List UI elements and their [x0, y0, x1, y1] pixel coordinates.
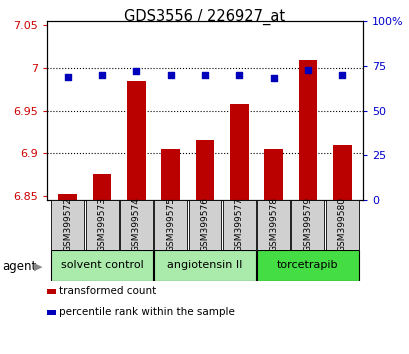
- Point: [201, 72, 208, 78]
- Text: GSM399578: GSM399578: [268, 197, 277, 252]
- Text: GDS3556 / 226927_at: GDS3556 / 226927_at: [124, 9, 285, 25]
- Point: [236, 72, 242, 78]
- Bar: [222, 200, 255, 250]
- Text: agent: agent: [2, 260, 36, 273]
- Point: [338, 72, 345, 78]
- Text: torcetrapib: torcetrapib: [276, 261, 338, 270]
- Text: GSM399572: GSM399572: [63, 197, 72, 252]
- Bar: [51, 250, 153, 281]
- Bar: [188, 200, 221, 250]
- Point: [64, 74, 71, 80]
- Text: GSM399580: GSM399580: [337, 197, 346, 252]
- Bar: [127, 81, 146, 200]
- Point: [167, 72, 173, 78]
- Bar: [161, 149, 180, 200]
- Bar: [195, 141, 214, 200]
- Bar: [256, 250, 358, 281]
- Text: solvent control: solvent control: [61, 261, 143, 270]
- Text: percentile rank within the sample: percentile rank within the sample: [59, 307, 235, 317]
- Bar: [332, 145, 351, 200]
- Bar: [119, 200, 153, 250]
- Text: GSM399577: GSM399577: [234, 197, 243, 252]
- Text: GSM399579: GSM399579: [303, 197, 312, 252]
- Bar: [325, 200, 358, 250]
- Bar: [92, 175, 111, 200]
- Bar: [85, 200, 118, 250]
- Text: transformed count: transformed count: [59, 286, 156, 296]
- Point: [270, 76, 276, 81]
- Text: GSM399575: GSM399575: [166, 197, 175, 252]
- Point: [304, 67, 310, 72]
- Point: [133, 68, 139, 74]
- Point: [99, 72, 105, 78]
- Bar: [256, 200, 290, 250]
- Bar: [58, 194, 77, 200]
- Text: ▶: ▶: [34, 261, 43, 271]
- Bar: [51, 200, 84, 250]
- Bar: [291, 200, 324, 250]
- Bar: [154, 250, 255, 281]
- Text: GSM399574: GSM399574: [132, 197, 141, 252]
- Text: GSM399573: GSM399573: [97, 197, 106, 252]
- Text: angiotensin II: angiotensin II: [167, 261, 242, 270]
- Bar: [229, 104, 248, 200]
- Bar: [298, 59, 317, 200]
- Bar: [263, 149, 282, 200]
- Bar: [154, 200, 187, 250]
- Text: GSM399576: GSM399576: [200, 197, 209, 252]
